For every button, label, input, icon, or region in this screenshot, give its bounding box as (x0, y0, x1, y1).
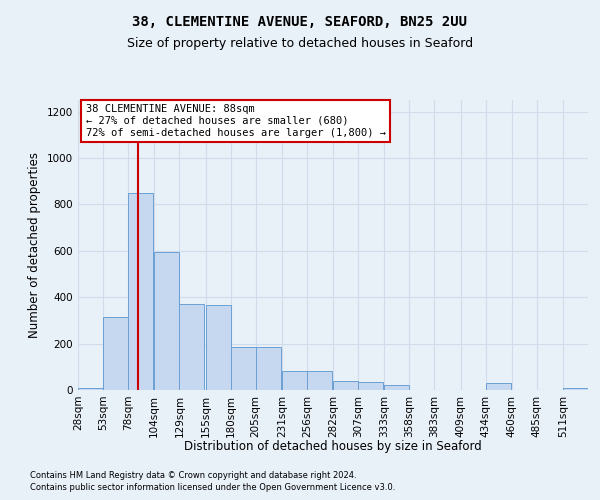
Bar (154, 252, 179, 390)
Bar (384, 386, 409, 390)
Bar (333, 380, 358, 390)
Bar (78, 388, 103, 390)
Bar (128, 193, 153, 390)
Bar (230, 347, 256, 390)
Bar (358, 382, 383, 390)
Bar (563, 388, 588, 390)
Text: Size of property relative to detached houses in Seaford: Size of property relative to detached ho… (127, 38, 473, 51)
Bar (256, 347, 281, 390)
Bar (179, 304, 205, 390)
Text: 38, CLEMENTINE AVENUE, SEAFORD, BN25 2UU: 38, CLEMENTINE AVENUE, SEAFORD, BN25 2UU (133, 15, 467, 29)
Y-axis label: Number of detached properties: Number of detached properties (28, 152, 41, 338)
Bar (282, 372, 307, 390)
Text: Contains HM Land Registry data © Crown copyright and database right 2024.: Contains HM Land Registry data © Crown c… (30, 471, 356, 480)
Text: 38 CLEMENTINE AVENUE: 88sqm
← 27% of detached houses are smaller (680)
72% of se: 38 CLEMENTINE AVENUE: 88sqm ← 27% of det… (86, 104, 386, 138)
X-axis label: Distribution of detached houses by size in Seaford: Distribution of detached houses by size … (184, 440, 482, 453)
Bar (307, 372, 332, 390)
Bar (103, 317, 128, 390)
Bar (205, 306, 230, 390)
Text: Contains public sector information licensed under the Open Government Licence v3: Contains public sector information licen… (30, 484, 395, 492)
Bar (485, 383, 511, 390)
